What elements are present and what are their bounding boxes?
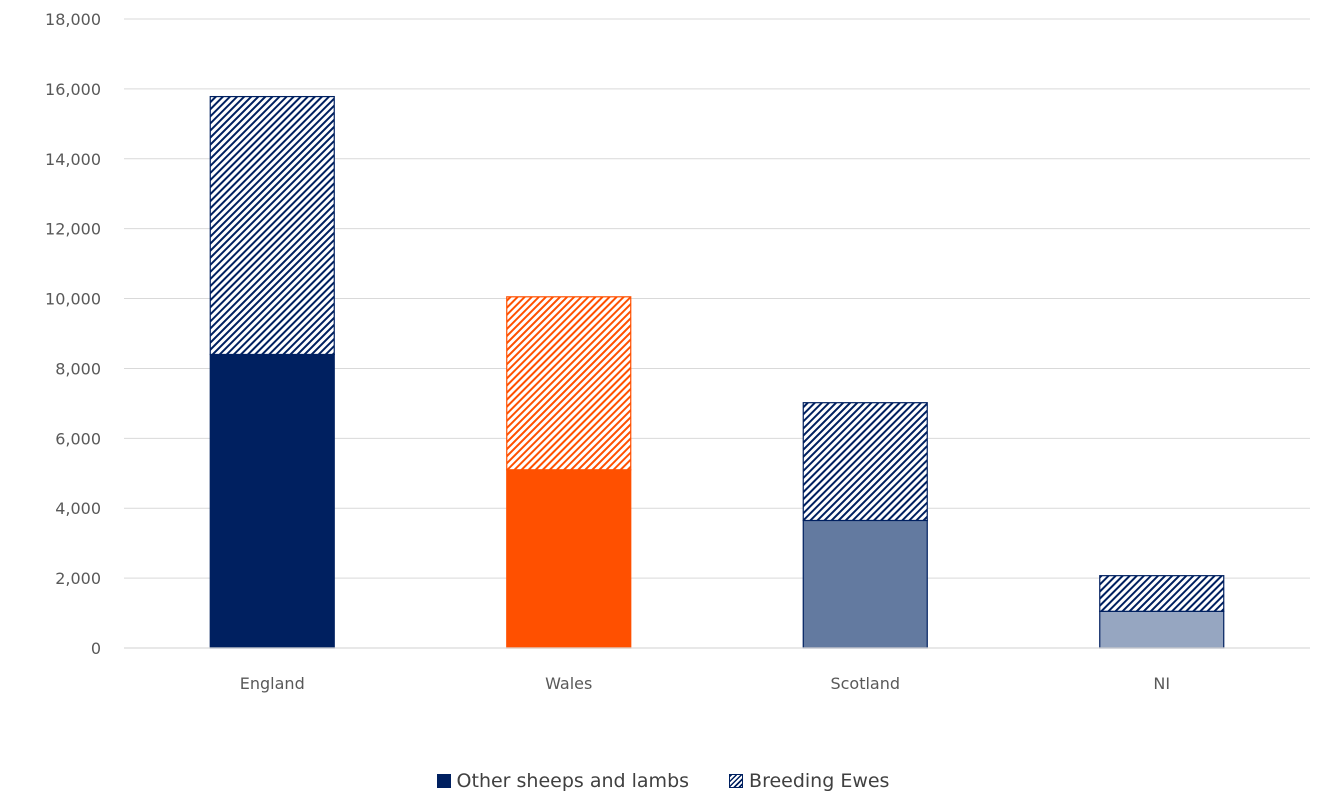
legend-item-breeding-ewes: Breeding Ewes — [729, 770, 889, 792]
y-tick-label: 16,000 — [45, 80, 101, 99]
y-tick-label: 6,000 — [55, 429, 101, 448]
legend-swatch-hatched — [729, 774, 744, 788]
legend-label-breeding-ewes: Breeding Ewes — [749, 770, 890, 792]
x-tick-label: England — [240, 674, 305, 693]
bar-england-other-sheep — [209, 353, 335, 649]
bar-england-breeding-ewes — [209, 95, 335, 356]
bar-wales-breeding-ewes — [506, 296, 632, 471]
legend-swatch-solid — [436, 774, 451, 788]
x-tick-label: Wales — [545, 674, 592, 693]
y-tick-label: 12,000 — [45, 220, 101, 239]
bar-ni-breeding-ewes — [1099, 575, 1225, 612]
y-tick-label: 18,000 — [45, 10, 101, 29]
bar-wales-other-sheep — [506, 469, 632, 649]
legend-label-other-sheep: Other sheeps and lambs — [456, 770, 690, 792]
x-tick-label: Scotland — [830, 674, 900, 693]
y-tick-label: 14,000 — [45, 150, 101, 169]
y-tick-label: 8,000 — [55, 359, 101, 378]
bar-scotland-other-sheep — [802, 519, 928, 649]
y-tick-label: 2,000 — [55, 569, 101, 588]
bar-scotland-breeding-ewes — [802, 402, 928, 522]
y-tick-label: 4,000 — [55, 499, 101, 518]
legend: Other sheeps and lambs Breeding Ewes — [0, 770, 1326, 792]
y-tick-label: 0 — [91, 639, 101, 658]
legend-item-other-sheep: Other sheeps and lambs — [436, 770, 690, 792]
x-tick-label: NI — [1153, 674, 1170, 693]
y-tick-label: 10,000 — [45, 290, 101, 309]
bar-ni-other-sheep — [1099, 610, 1225, 649]
